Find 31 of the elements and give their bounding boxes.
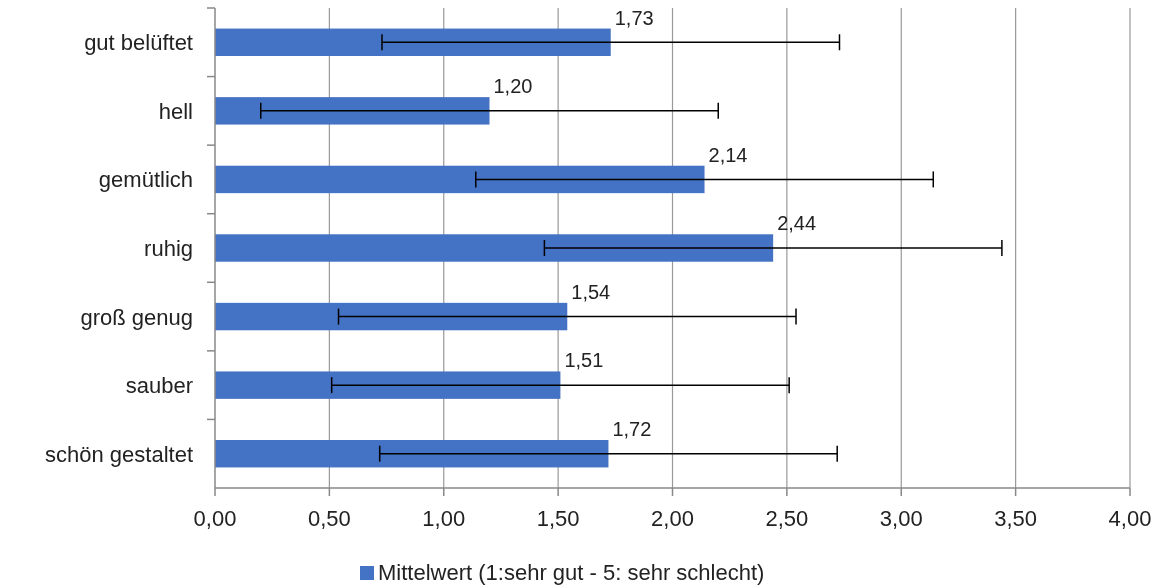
- data-label: 1,54: [571, 280, 611, 303]
- legend-label: Mittelwert (1:sehr gut - 5: sehr schlecht): [378, 560, 765, 585]
- bar: [215, 165, 705, 194]
- y-tick-label: sauber: [125, 373, 193, 399]
- bar: [215, 440, 609, 468]
- bar: [215, 302, 568, 331]
- data-label: 1,51: [564, 349, 604, 372]
- y-tick-label: schön gestaltet: [45, 441, 193, 467]
- y-tick-label: gemütlich: [98, 167, 193, 193]
- data-label: 2,44: [777, 212, 817, 235]
- x-tick-label: 0,00: [193, 506, 237, 531]
- x-tick-label: 0,50: [307, 506, 351, 531]
- data-label: 2,14: [708, 143, 748, 166]
- data-label: 1,73: [614, 6, 654, 29]
- x-tick-label: 1,50: [536, 506, 580, 531]
- bar: [215, 234, 774, 262]
- y-tick-label: gut belüftet: [84, 30, 193, 56]
- y-tick-label: ruhig: [144, 236, 193, 261]
- bar: [215, 371, 561, 399]
- x-tick-label: 2,50: [765, 506, 809, 531]
- data-label: 1,20: [493, 75, 533, 98]
- y-tick-label: groß genug: [80, 304, 193, 330]
- x-tick-label: 3,00: [879, 506, 923, 531]
- y-tick-label: hell: [158, 98, 193, 124]
- x-tick-label: 2,00: [651, 506, 694, 531]
- data-label: 1,72: [612, 418, 652, 440]
- x-tick-label: 1,00: [422, 506, 466, 531]
- bar: [215, 28, 611, 56]
- bar: [215, 97, 490, 125]
- x-tick-label: 3,50: [994, 506, 1038, 531]
- x-tick-label: 4,00: [1108, 506, 1152, 531]
